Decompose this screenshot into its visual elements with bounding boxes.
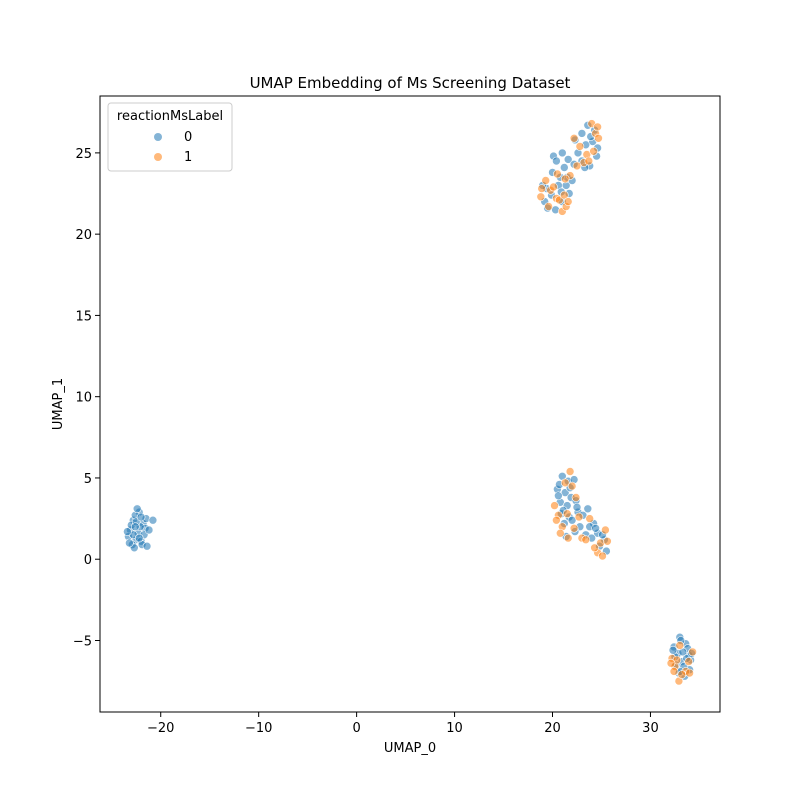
scatter-point-label-1-30 (585, 514, 595, 523)
scatter-point-label-0-114 (559, 163, 569, 172)
scatter-point-label-1-24 (601, 525, 610, 535)
scatter-point-label-1-7 (666, 658, 676, 668)
scatter-point-label-0-20 (142, 541, 152, 551)
scatter-point-label-0-84 (563, 155, 573, 164)
x-tick-label-2: 0 (352, 721, 360, 736)
scatter-point-label-0-83 (557, 148, 567, 158)
legend: reactionMsLabel 0 1 (107, 102, 233, 172)
chart-title: UMAP Embedding of Ms Screening Dataset (250, 74, 571, 92)
scatter-point-label-0-86 (577, 129, 587, 138)
scatter-point-label-1-12 (550, 501, 559, 510)
scatter-point-label-0-73 (554, 491, 563, 501)
y-tick-label-0: −5 (73, 634, 92, 649)
points-layer (123, 119, 697, 686)
scatter-point-label-1-56 (537, 184, 547, 193)
legend-title: reactionMsLabel (117, 109, 223, 124)
scatter-point-label-0-19 (125, 538, 134, 548)
legend-label-1: 1 (184, 150, 192, 165)
scatter-point-label-1-10 (675, 641, 685, 650)
scatter-point-label-1-58 (584, 156, 594, 166)
x-tick-label-3: 10 (446, 721, 463, 736)
scatter-point-label-1-15 (562, 509, 572, 519)
scatter-point-label-1-23 (598, 551, 607, 561)
scatter-point-label-1-9 (669, 667, 679, 676)
scatter-point-label-1-26 (603, 536, 612, 546)
y-tick-label-5: 20 (75, 228, 92, 243)
scatter-point-label-1-47 (575, 142, 585, 151)
legend-marker-0 (154, 133, 162, 141)
scatter-point-label-1-28 (563, 533, 573, 543)
scatter-point-label-1-11 (685, 668, 694, 678)
scatter-point-label-0-63 (583, 504, 593, 514)
scatter-point-label-1-19 (571, 493, 581, 502)
scatter-point-label-1-55 (553, 169, 562, 179)
scatter-point-label-1-43 (544, 202, 553, 211)
y-tick-label-3: 10 (75, 391, 92, 406)
scatter-point-label-0-79 (572, 502, 582, 512)
scatter-point-label-1-59 (593, 122, 602, 132)
scatter-point-label-0-27 (136, 512, 146, 522)
scatter-point-label-1-32 (590, 543, 599, 553)
plot-area (100, 96, 720, 712)
scatter-point-label-1-42 (563, 197, 573, 206)
x-tick-label-1: −10 (245, 721, 272, 736)
scatter-point-label-0-25 (131, 522, 140, 532)
scatter-point-label-1-35 (541, 176, 551, 185)
scatter-point-label-1-31 (569, 523, 579, 533)
x-tick-label-0: −20 (147, 721, 174, 736)
y-axis: −5 0 5 10 15 20 25 (73, 147, 100, 649)
scatter-point-label-1-18 (560, 478, 570, 488)
plot-frame (99, 95, 721, 713)
scatter-point-label-1-21 (581, 535, 591, 545)
y-tick-label-1: 0 (84, 553, 92, 568)
scatter-point-label-1-53 (572, 161, 582, 171)
scatter-point-label-0-44 (668, 645, 678, 655)
y-tick-label-6: 25 (75, 147, 92, 162)
scatter-point-label-1-4 (688, 647, 697, 657)
scatter-point-label-0-61 (567, 515, 577, 525)
scatter-point-label-0-26 (123, 527, 132, 536)
y-tick-label-4: 15 (75, 309, 92, 324)
x-tick-label-5: 30 (642, 721, 659, 736)
x-axis: −20 −10 0 10 20 30 (147, 712, 659, 736)
scatter-point-label-1-41 (559, 190, 569, 200)
legend-marker-1 (154, 153, 162, 161)
legend-label-0: 0 (184, 130, 192, 145)
scatter-point-label-1-6 (677, 670, 687, 679)
scatter-point-label-0-70 (591, 523, 600, 533)
scatter-point-label-0-24 (148, 515, 158, 525)
scatter-point-label-1-33 (552, 515, 561, 525)
y-axis-label: UMAP_1 (51, 378, 66, 430)
scatter-point-label-0-23 (144, 525, 154, 535)
scatter-point-label-1-46 (569, 134, 579, 143)
scatter-point-label-0-12 (132, 504, 142, 514)
scatter-point-label-1-29 (555, 528, 565, 538)
scatter-point-label-1-17 (567, 481, 577, 491)
scatter-point-label-1-51 (594, 134, 603, 143)
scatter-point-label-1-54 (560, 174, 570, 184)
scatter-point-label-0-109 (552, 156, 561, 166)
y-tick-label-2: 5 (84, 472, 92, 487)
scatter-point-label-1-44 (549, 182, 558, 192)
scatter-point-label-1-16 (565, 467, 575, 476)
scatter-point-label-1-27 (574, 512, 584, 522)
scatter-point-label-1-8 (684, 657, 694, 666)
x-axis-label: UMAP_0 (384, 741, 436, 756)
scatter-point-label-1-34 (536, 192, 546, 202)
scatter-point-label-0-22 (134, 533, 144, 543)
x-tick-label-4: 20 (544, 721, 561, 736)
legend-box (107, 102, 233, 172)
scatter-point-label-1-57 (589, 147, 598, 156)
